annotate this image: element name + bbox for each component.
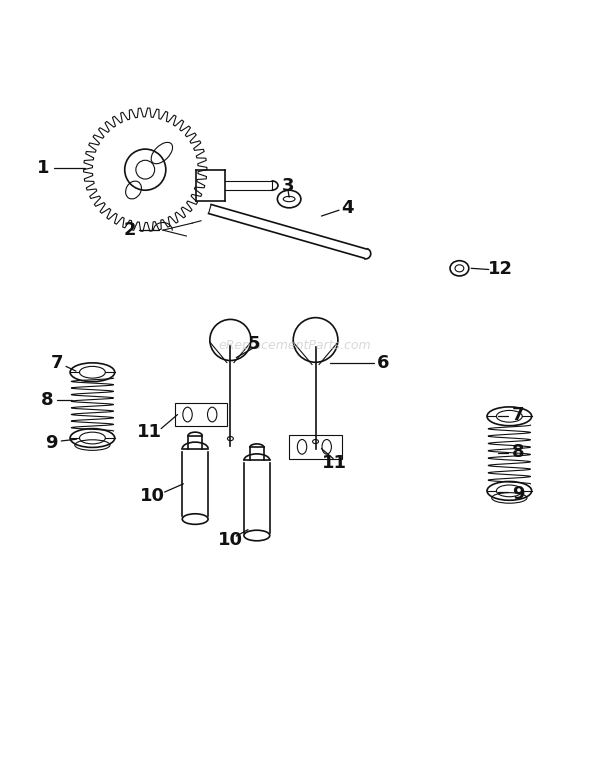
- Text: 6: 6: [377, 355, 389, 372]
- Text: 7: 7: [51, 355, 63, 372]
- Text: 3: 3: [281, 177, 294, 194]
- Text: 8: 8: [41, 392, 54, 409]
- Text: 11: 11: [137, 423, 162, 441]
- Text: 8: 8: [512, 442, 525, 461]
- Text: 1: 1: [37, 160, 50, 177]
- Text: 9: 9: [512, 485, 525, 503]
- Text: 5: 5: [248, 335, 260, 353]
- Text: 10: 10: [140, 487, 165, 505]
- Text: 4: 4: [342, 199, 354, 217]
- Bar: [175, 402, 228, 426]
- Bar: [289, 435, 342, 458]
- Text: 7: 7: [512, 406, 525, 423]
- Text: eReplacementParts.com: eReplacementParts.com: [219, 339, 371, 353]
- Text: 9: 9: [45, 434, 58, 452]
- Text: 2: 2: [123, 221, 136, 239]
- Text: 10: 10: [218, 531, 243, 548]
- Text: 11: 11: [322, 455, 347, 472]
- Text: 12: 12: [488, 260, 513, 279]
